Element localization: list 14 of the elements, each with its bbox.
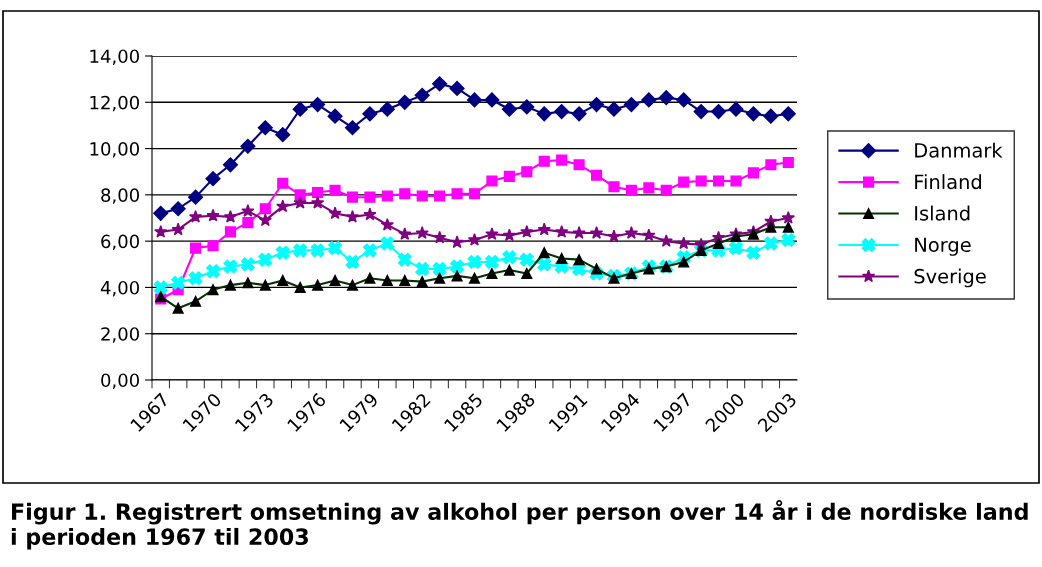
y-tick-label: 0,00 <box>101 373 139 389</box>
y-tick-label: 4,00 <box>100 280 139 297</box>
y-tick-label: 14,00 <box>90 49 139 65</box>
text: Figur 1. Registrert omsetning av alkohol per person over 14 år i de nordiske land i perioden 1967 til 2003 <box>11 500 1028 550</box>
legend-label: Danmark <box>915 142 1003 158</box>
legend-label: Sverige <box>914 268 986 288</box>
y-tick-label: 10,00 <box>90 142 139 158</box>
legend-label: Norge <box>915 237 971 256</box>
y-tick-label: 2,00 <box>101 327 139 343</box>
y-tick-label: 6,00 <box>101 234 139 251</box>
y-tick-label: 12,00 <box>90 95 139 112</box>
y-tick-label: 8,00 <box>101 188 139 204</box>
legend-label: Finland <box>915 174 981 190</box>
legend-label: Island <box>915 205 970 221</box>
